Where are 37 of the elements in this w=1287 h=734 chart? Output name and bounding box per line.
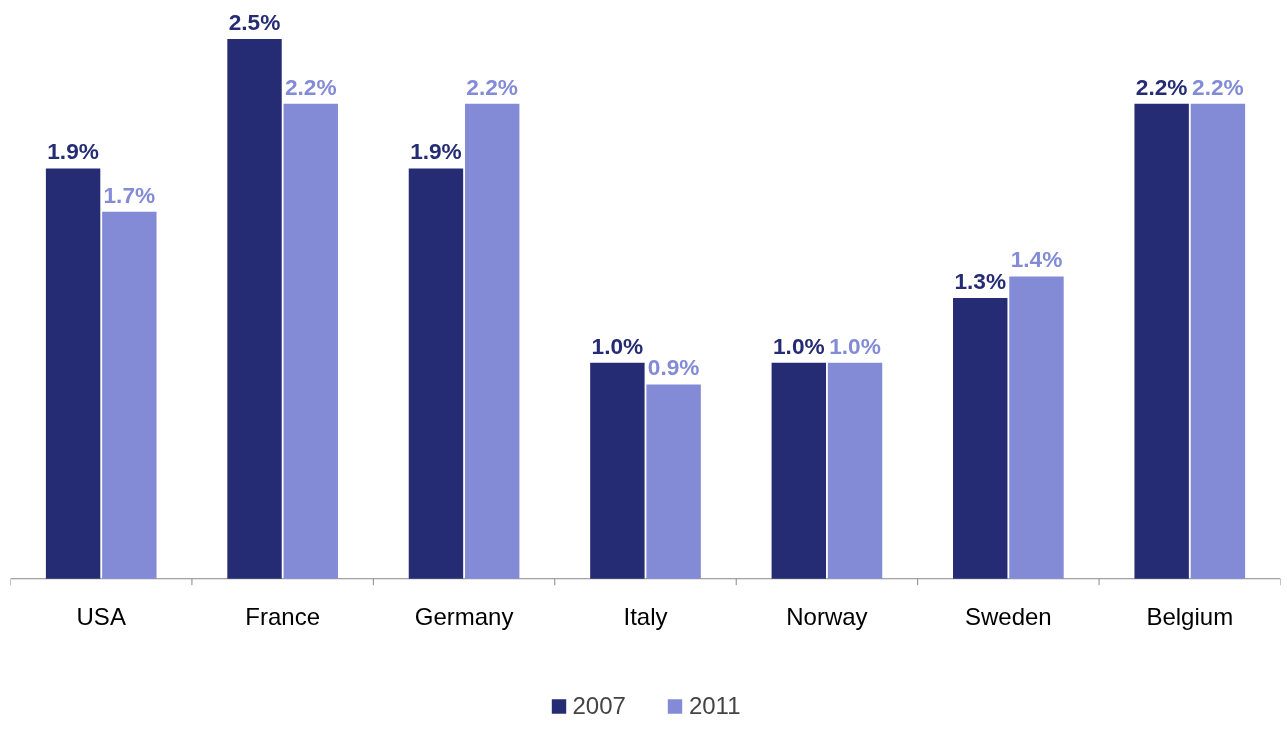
x-tick-label: France [245, 602, 320, 630]
bar [1134, 103, 1189, 579]
bar [1190, 103, 1246, 579]
bar [408, 168, 464, 579]
legend-label: 2007 [572, 692, 626, 720]
data-label: 1.0% [829, 332, 881, 359]
x-tick-label: Sweden [964, 602, 1052, 630]
data-label: 2.2% [466, 73, 519, 100]
data-label: 2.2% [1192, 73, 1244, 100]
data-label: 1.4% [1010, 246, 1063, 273]
data-label: 1.9% [410, 138, 462, 165]
data-label: 2.2% [284, 73, 337, 100]
x-tick-label: Germany [414, 602, 514, 630]
x-tick-label: USA [76, 602, 126, 630]
bar [227, 38, 282, 579]
data-label: 1.3% [954, 268, 1007, 295]
x-tick-label: Italy [623, 602, 668, 630]
x-tick-label: Norway [786, 602, 868, 630]
bar [646, 384, 701, 579]
x-tick-label: Belgium [1146, 602, 1234, 630]
bar [464, 103, 520, 579]
bar [827, 362, 883, 579]
data-label: 2.5% [228, 8, 281, 35]
data-label: 1.0% [772, 332, 825, 359]
bar [953, 298, 1008, 579]
data-label: 2.2% [1135, 73, 1188, 100]
bar [45, 168, 101, 579]
data-label: 0.9% [647, 354, 700, 381]
data-label: 1.7% [103, 181, 156, 208]
legend-label: 2011 [688, 692, 741, 720]
bar [283, 103, 338, 579]
data-label: 1.0% [591, 332, 644, 359]
bar [102, 211, 157, 579]
data-label: 1.9% [47, 138, 99, 165]
bar [1009, 276, 1064, 579]
bar [590, 362, 645, 579]
bar [771, 362, 827, 579]
